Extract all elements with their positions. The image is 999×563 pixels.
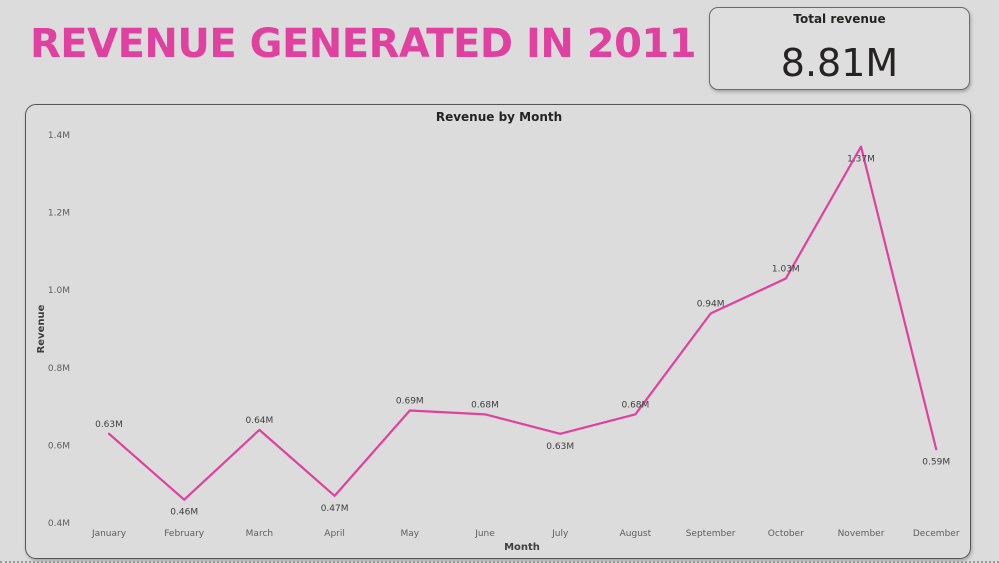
x-tick-label: July: [551, 529, 569, 539]
y-axis-title: Revenue: [36, 304, 47, 353]
chart-title: Revenue by Month: [436, 110, 562, 124]
data-point[interactable]: [482, 411, 488, 417]
x-tick-label: September: [686, 529, 736, 539]
data-label: 0.68M: [621, 400, 649, 410]
x-tick-label: November: [838, 529, 885, 539]
x-axis-title: Month: [504, 542, 540, 553]
x-tick-label: December: [913, 529, 960, 539]
x-tick-label: August: [620, 529, 652, 539]
total-revenue-card[interactable]: Total revenue 8.81M: [709, 7, 970, 90]
data-label: 0.46M: [170, 508, 198, 518]
x-tick-label: June: [474, 529, 495, 539]
y-tick-label: 1.0M: [48, 286, 70, 296]
data-point[interactable]: [933, 446, 939, 452]
revenue-series-line[interactable]: [107, 145, 938, 501]
page-title: REVENUE GENERATED IN 2011: [30, 21, 697, 67]
x-axis-ticks: January February March April May June July Augu…: [91, 529, 960, 539]
data-point[interactable]: [632, 411, 638, 417]
data-point[interactable]: [783, 276, 789, 282]
data-label: 0.69M: [396, 396, 424, 406]
data-point[interactable]: [858, 144, 864, 150]
x-tick-label: May: [400, 529, 419, 539]
revenue-line-chart[interactable]: Revenue by Month 0.4M 0.6M 0.8M 1.0M 1.2M 1.4…: [26, 105, 972, 560]
data-point[interactable]: [557, 431, 563, 437]
data-point[interactable]: [708, 310, 714, 316]
y-tick-label: 0.8M: [48, 364, 70, 374]
total-revenue-label: Total revenue: [793, 12, 886, 26]
data-point[interactable]: [106, 431, 112, 437]
data-label: 1.03M: [772, 265, 800, 275]
y-tick-label: 0.4M: [48, 519, 70, 529]
y-tick-label: 1.4M: [48, 131, 70, 141]
total-revenue-value: 8.81M: [780, 41, 899, 85]
revenue-by-month-card[interactable]: Revenue by Month 0.4M 0.6M 0.8M 1.0M 1.2M 1.4…: [25, 104, 971, 559]
x-tick-label: April: [324, 529, 345, 539]
x-tick-label: January: [91, 529, 127, 539]
y-tick-label: 0.6M: [48, 441, 70, 451]
data-point[interactable]: [256, 427, 262, 433]
data-point[interactable]: [332, 493, 338, 499]
x-tick-label: October: [768, 529, 804, 539]
data-point[interactable]: [407, 407, 413, 413]
page-bottom-border: [0, 559, 999, 563]
data-label: 0.63M: [546, 442, 574, 452]
data-labels: 0.63M 0.46M 0.64M 0.47M 0.69M 0.68M 0.63M 0.68M…: [95, 144, 950, 518]
y-axis-ticks: 0.4M 0.6M 0.8M 1.0M 1.2M 1.4M: [48, 131, 70, 529]
data-label: 1.37M: [847, 155, 875, 165]
data-label: 0.94M: [697, 299, 725, 309]
data-label: 0.59M: [922, 457, 950, 467]
x-tick-label: March: [246, 529, 273, 539]
data-label: 0.47M: [321, 504, 349, 514]
data-label: 0.64M: [245, 416, 273, 426]
data-label: 0.68M: [471, 400, 499, 410]
y-tick-label: 1.2M: [48, 209, 70, 219]
data-label: 0.63M: [95, 420, 123, 430]
x-tick-label: February: [164, 529, 205, 539]
data-point[interactable]: [181, 497, 187, 503]
